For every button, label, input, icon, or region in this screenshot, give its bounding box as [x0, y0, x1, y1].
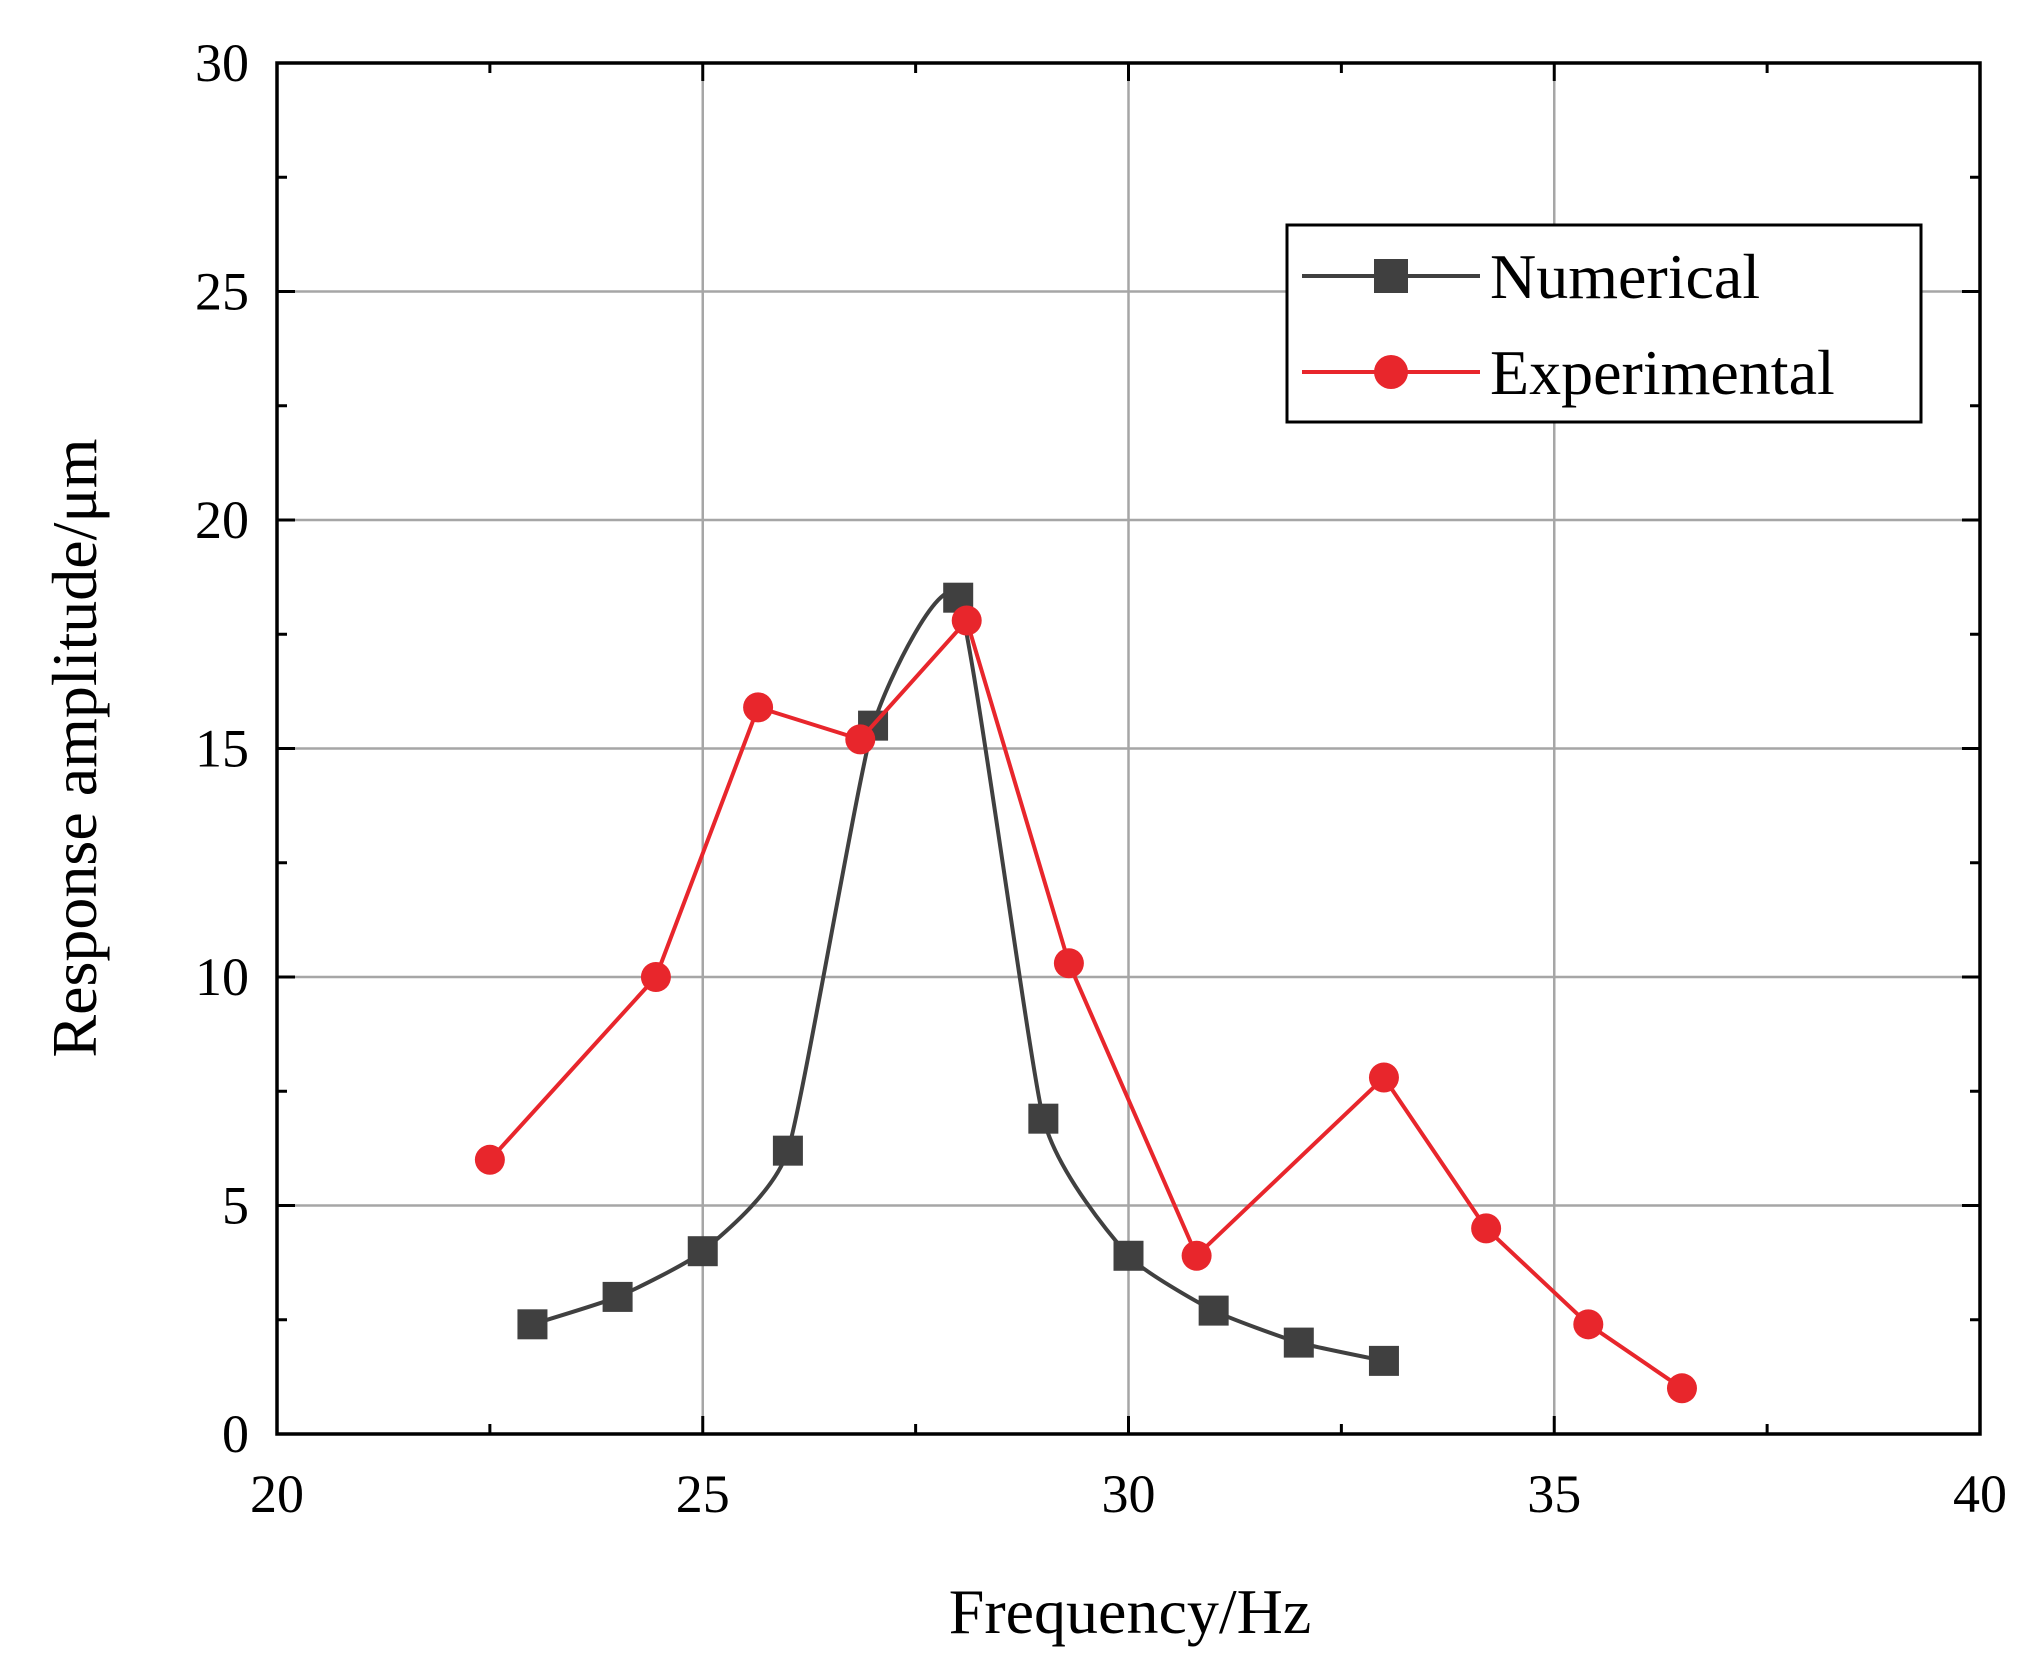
y-axis-title: Response amplitude/μm	[39, 438, 110, 1057]
data-point-experimental-3	[845, 724, 876, 755]
data-point-experimental-7	[1368, 1062, 1399, 1093]
legend: Numerical Experimental	[1285, 223, 1923, 424]
series-layer	[474, 582, 1697, 1404]
data-point-numerical-7	[1113, 1240, 1144, 1271]
y-tick-label-20: 20	[195, 490, 249, 550]
y-tick-label-15: 15	[195, 719, 249, 779]
axis-layer	[275, 61, 1982, 1436]
y-tick-label-5: 5	[222, 1176, 249, 1236]
x-axis-title: Frequency/Hz	[949, 1576, 1312, 1647]
x-tick-label-25: 25	[676, 1464, 730, 1524]
legend-label-numerical: Numerical	[1490, 241, 1760, 312]
legend-marker-numerical	[1374, 259, 1408, 293]
data-point-experimental-5	[1053, 948, 1084, 979]
data-point-numerical-1	[602, 1281, 633, 1312]
x-tick-label-30: 30	[1102, 1464, 1156, 1524]
y-tick-label-0: 0	[222, 1404, 249, 1464]
y-tick-label-25: 25	[195, 262, 249, 322]
data-point-numerical-0	[517, 1309, 548, 1340]
data-point-experimental-8	[1471, 1213, 1502, 1244]
x-tick-label-35: 35	[1527, 1464, 1581, 1524]
data-point-numerical-3	[772, 1135, 803, 1166]
data-point-numerical-6	[1028, 1103, 1059, 1134]
data-point-experimental-2	[743, 692, 774, 723]
data-point-experimental-6	[1181, 1240, 1212, 1271]
data-point-experimental-4	[951, 605, 982, 636]
x-tick-label-40: 40	[1953, 1464, 2007, 1524]
legend-label-experimental: Experimental	[1490, 337, 1835, 408]
y-tick-label-30: 30	[195, 33, 249, 93]
legend-marker-experimental	[1374, 355, 1408, 389]
data-point-numerical-2	[687, 1236, 718, 1267]
data-point-experimental-1	[640, 962, 671, 992]
tick-label-layer: 20 25 30 35 40 0 5 10 15 20 25 30	[195, 33, 2007, 1524]
data-point-experimental-10	[1666, 1373, 1697, 1404]
data-point-experimental-0	[474, 1144, 505, 1175]
data-point-numerical-9	[1283, 1327, 1314, 1358]
data-point-experimental-9	[1573, 1309, 1604, 1340]
data-point-numerical-10	[1368, 1345, 1399, 1376]
legend-box	[1285, 223, 1923, 424]
x-tick-label-20: 20	[250, 1464, 304, 1524]
y-tick-label-10: 10	[195, 947, 249, 1007]
data-point-numerical-8	[1198, 1295, 1229, 1326]
